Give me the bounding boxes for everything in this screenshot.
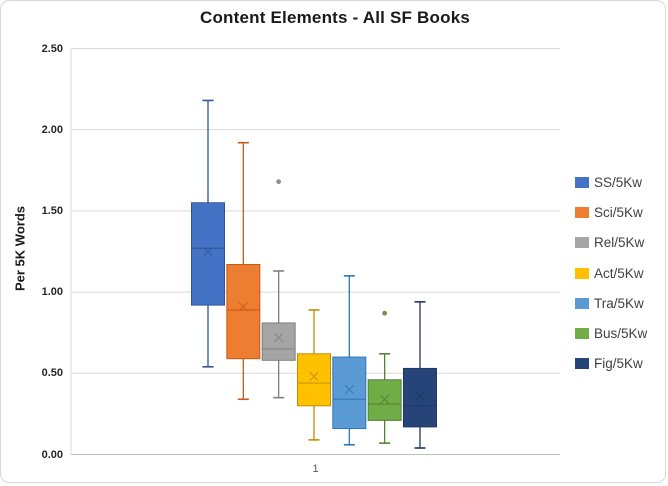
box xyxy=(332,356,367,430)
legend-label: Fig/5Kw xyxy=(594,356,643,372)
y-tick-label: 0.50 xyxy=(41,367,63,380)
box-series-act-5kw xyxy=(296,309,331,441)
legend-item: Act/5Kw xyxy=(575,258,647,288)
legend-label: Act/5Kw xyxy=(594,265,644,281)
legend-label: Tra/5Kw xyxy=(594,295,644,311)
legend-item: Tra/5Kw xyxy=(575,288,647,318)
legend-swatch-icon xyxy=(575,237,589,249)
legend: SS/5Kw Sci/5Kw Rel/5Kw Act/5Kw Tra/5Kw B… xyxy=(575,167,647,379)
mean-x-marker xyxy=(309,371,319,382)
box xyxy=(191,202,225,306)
mean-x-marker xyxy=(344,384,354,395)
y-tick-label: 1.00 xyxy=(41,286,63,299)
box-series-tra-5kw xyxy=(332,275,367,446)
legend-item: Sci/5Kw xyxy=(575,197,647,227)
box-series-rel-5kw xyxy=(261,179,296,399)
legend-swatch-icon xyxy=(575,328,589,340)
y-tick-label: 0.00 xyxy=(41,448,63,461)
y-tick-label: 2.50 xyxy=(41,42,63,55)
legend-label: Sci/5Kw xyxy=(594,204,643,220)
legend-swatch-icon xyxy=(575,206,589,218)
legend-swatch-icon xyxy=(575,267,589,279)
box-series-fig-5kw xyxy=(402,301,437,449)
mean-x-marker xyxy=(203,246,213,257)
y-tick-label: 2.00 xyxy=(41,123,63,136)
box xyxy=(261,322,296,361)
box-series-sci-5kw xyxy=(226,141,261,401)
mean-x-marker xyxy=(415,391,425,401)
outlier-dot xyxy=(382,310,388,316)
legend-item: SS/5Kw xyxy=(575,167,647,197)
legend-swatch-icon xyxy=(575,176,589,188)
legend-swatch-icon xyxy=(575,358,589,370)
box-series-ss-5kw xyxy=(191,99,225,368)
mean-x-marker xyxy=(274,332,284,343)
outlier-dot xyxy=(276,179,282,185)
legend-label: Bus/5Kw xyxy=(594,326,648,342)
legend-label: Rel/5Kw xyxy=(594,235,645,251)
box xyxy=(402,367,437,428)
x-tick-label: 1 xyxy=(312,463,319,475)
box xyxy=(296,353,331,407)
legend-item: Bus/5Kw xyxy=(575,318,647,348)
legend-swatch-icon xyxy=(575,297,589,309)
mean-x-marker xyxy=(238,302,248,312)
legend-label: SS/5Kw xyxy=(594,174,643,190)
box xyxy=(226,263,261,360)
y-tick-label: 1.50 xyxy=(41,204,63,217)
legend-item: Rel/5Kw xyxy=(575,228,647,258)
box-series-bus-5kw xyxy=(367,310,402,444)
chart-title: Content Elements - All SF Books xyxy=(199,8,471,27)
mean-x-marker xyxy=(380,394,390,404)
legend-item: Fig/5Kw xyxy=(575,349,647,379)
